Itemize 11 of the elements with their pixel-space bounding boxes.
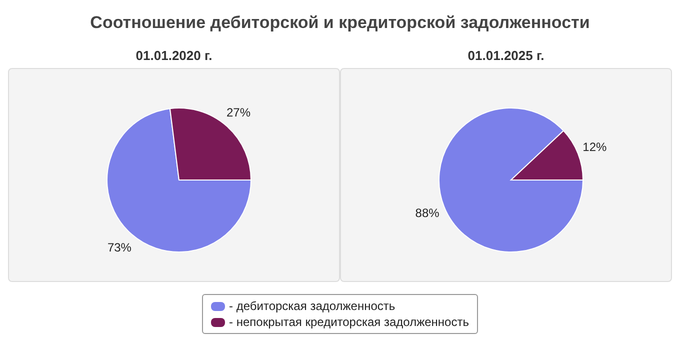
data-label: 88% <box>415 206 440 220</box>
legend-label: - дебиторская задолженность <box>229 299 396 313</box>
chart-title: Соотношение дебиторской и кредиторской задолженности <box>89 12 591 34</box>
pie-slice <box>438 108 584 252</box>
pie-slice <box>106 108 252 252</box>
data-label: 27% <box>226 105 251 120</box>
legend-label: - непокрытая кредиторская задолженность <box>229 315 469 329</box>
chart-subtitle: 01.01.2020 г. <box>134 47 214 65</box>
data-label: 12% <box>582 140 608 154</box>
data-label: 73% <box>107 240 132 255</box>
chart-subtitle: 01.01.2025 г. <box>466 47 546 65</box>
